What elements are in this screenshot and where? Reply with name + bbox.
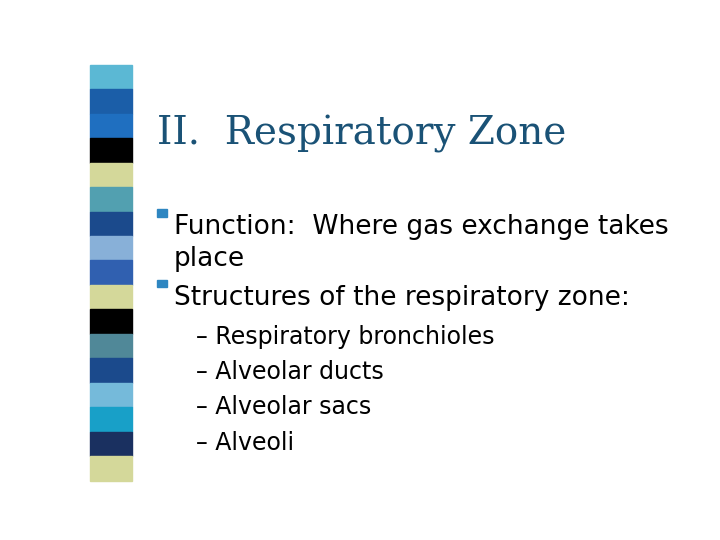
- Bar: [90, 431, 132, 456]
- Text: II.  Respiratory Zone: II. Respiratory Zone: [157, 114, 567, 153]
- Text: place: place: [174, 246, 245, 272]
- Bar: [90, 456, 132, 481]
- Bar: [90, 260, 132, 285]
- Bar: [90, 407, 132, 431]
- Bar: [90, 163, 132, 187]
- Bar: [90, 114, 132, 138]
- Text: – Alveoli: – Alveoli: [196, 431, 294, 455]
- Bar: [90, 285, 132, 309]
- Bar: [90, 236, 132, 260]
- Bar: [90, 309, 132, 334]
- Bar: [90, 334, 132, 359]
- Bar: [157, 280, 167, 287]
- Bar: [90, 187, 132, 212]
- Text: – Alveolar ducts: – Alveolar ducts: [196, 360, 384, 384]
- Bar: [90, 383, 132, 407]
- Text: – Respiratory bronchioles: – Respiratory bronchioles: [196, 325, 495, 349]
- Text: – Alveolar sacs: – Alveolar sacs: [196, 395, 372, 420]
- Text: Structures of the respiratory zone:: Structures of the respiratory zone:: [174, 285, 629, 311]
- Bar: [90, 359, 132, 383]
- Bar: [157, 209, 167, 217]
- Text: Function:  Where gas exchange takes: Function: Where gas exchange takes: [174, 214, 668, 240]
- Bar: [90, 65, 132, 89]
- Bar: [90, 138, 132, 163]
- Bar: [90, 89, 132, 114]
- Bar: [90, 212, 132, 236]
